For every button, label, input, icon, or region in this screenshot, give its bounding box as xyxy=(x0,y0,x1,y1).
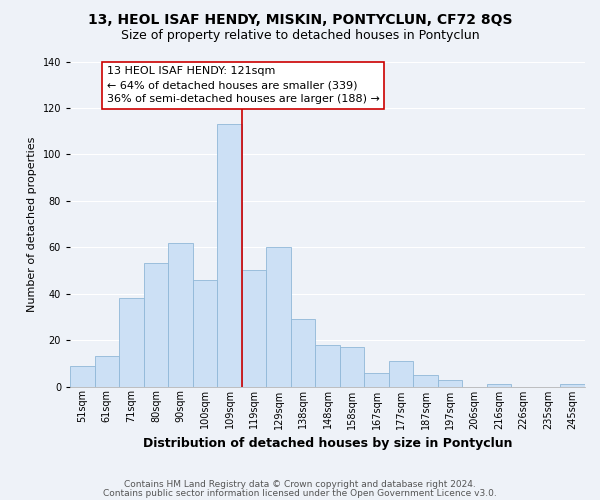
Bar xyxy=(413,375,438,386)
Bar xyxy=(119,298,143,386)
Text: 13, HEOL ISAF HENDY, MISKIN, PONTYCLUN, CF72 8QS: 13, HEOL ISAF HENDY, MISKIN, PONTYCLUN, … xyxy=(88,12,512,26)
Text: Size of property relative to detached houses in Pontyclun: Size of property relative to detached ho… xyxy=(121,29,479,42)
Bar xyxy=(95,356,119,386)
Text: 13 HEOL ISAF HENDY: 121sqm
← 64% of detached houses are smaller (339)
36% of sem: 13 HEOL ISAF HENDY: 121sqm ← 64% of deta… xyxy=(107,66,380,104)
Bar xyxy=(168,242,193,386)
Bar xyxy=(193,280,217,386)
Bar xyxy=(487,384,511,386)
X-axis label: Distribution of detached houses by size in Pontyclun: Distribution of detached houses by size … xyxy=(143,437,512,450)
Text: Contains public sector information licensed under the Open Government Licence v3: Contains public sector information licen… xyxy=(103,488,497,498)
Bar xyxy=(242,270,266,386)
Bar xyxy=(266,247,291,386)
Bar xyxy=(291,319,315,386)
Bar xyxy=(315,344,340,387)
Y-axis label: Number of detached properties: Number of detached properties xyxy=(27,136,37,312)
Bar xyxy=(389,361,413,386)
Bar xyxy=(70,366,95,386)
Bar xyxy=(364,372,389,386)
Bar xyxy=(560,384,585,386)
Text: Contains HM Land Registry data © Crown copyright and database right 2024.: Contains HM Land Registry data © Crown c… xyxy=(124,480,476,489)
Bar xyxy=(217,124,242,386)
Bar xyxy=(438,380,463,386)
Bar xyxy=(340,347,364,387)
Bar xyxy=(143,264,168,386)
